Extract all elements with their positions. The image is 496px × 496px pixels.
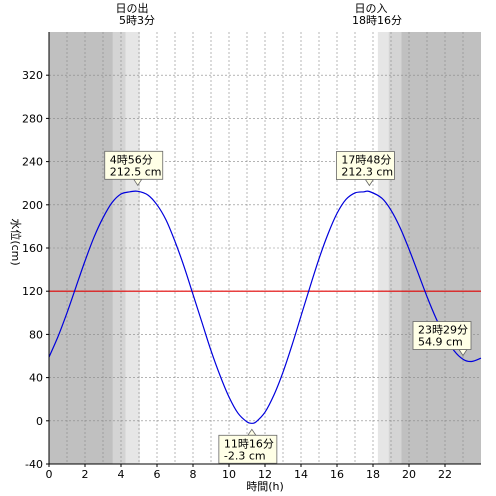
annotation-level: -2.3 cm xyxy=(224,449,266,462)
extreme-annotation: 11時16分-2.3 cm xyxy=(218,428,278,464)
x-axis-label: 時間(h) xyxy=(246,480,284,493)
y-tick-label: 280 xyxy=(22,112,43,125)
twilight-band-evening-light xyxy=(377,32,389,464)
annotation-level: 212.3 cm xyxy=(341,166,393,179)
y-tick-label: -40 xyxy=(25,458,43,471)
annotation-time: 4時56分 xyxy=(110,153,153,166)
annotation-level: 212.5 cm xyxy=(110,165,162,178)
sunset-label: 日の入 xyxy=(355,2,388,15)
y-tick-label: 80 xyxy=(29,328,43,341)
y-tick-label: 200 xyxy=(22,199,43,212)
sunrise-time: 5時3分 xyxy=(119,14,155,27)
y-tick-label: 320 xyxy=(22,69,43,82)
x-tick-label: 8 xyxy=(190,468,197,481)
tide-level-line xyxy=(48,190,482,424)
x-tick-label: 18 xyxy=(366,468,380,481)
annotation-time: 11時16分 xyxy=(224,437,274,450)
x-tick-label: 10 xyxy=(222,468,236,481)
annotation-level: 54.9 cm xyxy=(418,336,463,349)
twilight-band-morning-dark xyxy=(112,32,126,464)
y-tick-label: 0 xyxy=(36,415,43,428)
y-tick-label: 160 xyxy=(22,242,43,255)
x-tick-label: 12 xyxy=(258,468,272,481)
annotation-box xyxy=(104,150,164,180)
annotation-box xyxy=(335,151,395,180)
y-tick-label: 40 xyxy=(29,372,43,385)
sunrise-label: 日の出 xyxy=(116,1,149,15)
x-tick-label: 14 xyxy=(294,468,308,481)
annotation-box xyxy=(412,321,472,350)
x-tick-label: 16 xyxy=(330,468,344,481)
annotation-box xyxy=(218,434,278,464)
x-tick-label: 20 xyxy=(402,468,416,481)
tick-labels: 0 2 4 6 8 10 12 14 16 18 20 22-40040801201602002402… xyxy=(22,69,452,481)
tide-series xyxy=(48,190,482,424)
x-tick-label: 2 xyxy=(82,468,89,481)
x-tick-label: 4 xyxy=(118,468,125,481)
x-tick-label: 0 xyxy=(46,468,53,481)
x-tick-label: 22 xyxy=(438,468,452,481)
twilight-band-morning-light xyxy=(125,32,140,464)
y-tick-label: 120 xyxy=(22,285,43,298)
annotation-time: 23時29分 xyxy=(418,324,468,337)
sun-labels: 日の出 5時3分 日の入 18時16分 xyxy=(116,1,403,27)
sunset-time: 18時16分 xyxy=(352,14,402,27)
y-axis-label: 水位(cm) xyxy=(9,218,23,265)
x-tick-label: 6 xyxy=(154,468,161,481)
y-tick-label: 240 xyxy=(22,156,43,169)
annotation-time: 17時48分 xyxy=(341,154,391,167)
